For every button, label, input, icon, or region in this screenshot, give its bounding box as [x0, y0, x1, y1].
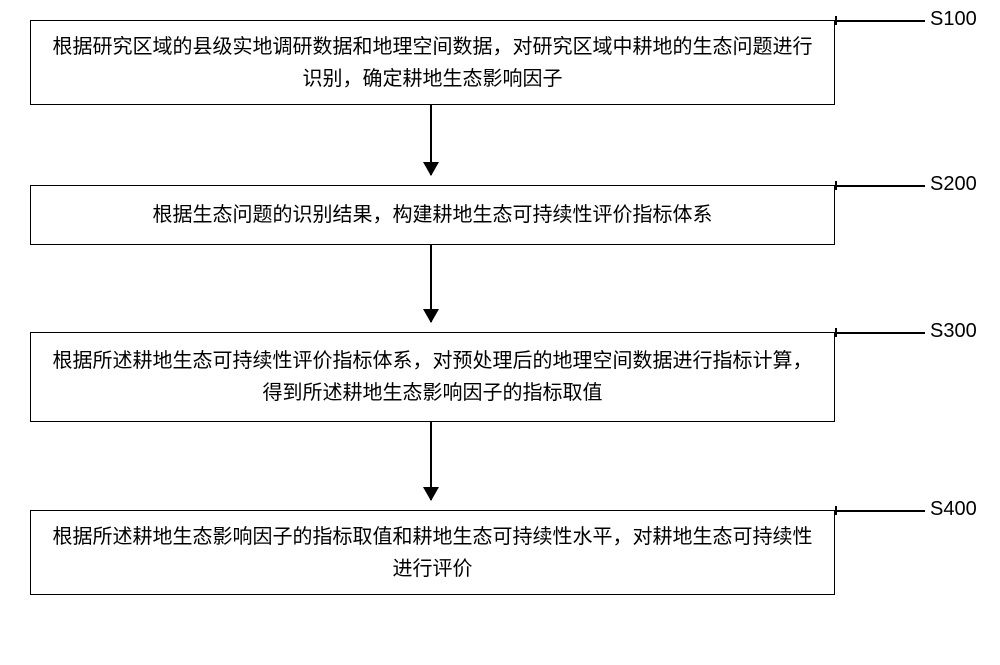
step-box-2: 根据生态问题的识别结果，构建耕地生态可持续性评价指标体系	[30, 185, 835, 245]
step-label-2: S200	[930, 173, 977, 196]
label-line-3	[835, 332, 925, 334]
step-label-1: S100	[930, 8, 977, 31]
arrow-3	[430, 422, 432, 500]
label-line-1	[835, 20, 925, 22]
arrow-1	[430, 105, 432, 175]
label-line-4	[835, 510, 925, 512]
step-text-1: 根据研究区域的县级实地调研数据和地理空间数据，对研究区域中耕地的生态问题进行识别…	[51, 31, 814, 95]
step-text-2: 根据生态问题的识别结果，构建耕地生态可持续性评价指标体系	[153, 199, 713, 231]
step-text-3: 根据所述耕地生态可持续性评价指标体系，对预处理后的地理空间数据进行指标计算，得到…	[51, 345, 814, 409]
arrow-2	[430, 245, 432, 322]
flowchart-container: 根据研究区域的县级实地调研数据和地理空间数据，对研究区域中耕地的生态问题进行识别…	[0, 0, 1000, 665]
step-box-1: 根据研究区域的县级实地调研数据和地理空间数据，对研究区域中耕地的生态问题进行识别…	[30, 20, 835, 105]
label-line-2	[835, 185, 925, 187]
step-box-3: 根据所述耕地生态可持续性评价指标体系，对预处理后的地理空间数据进行指标计算，得到…	[30, 332, 835, 422]
step-text-4: 根据所述耕地生态影响因子的指标取值和耕地生态可持续性水平，对耕地生态可持续性进行…	[51, 521, 814, 585]
step-label-3: S300	[930, 320, 977, 343]
step-label-4: S400	[930, 498, 977, 521]
step-box-4: 根据所述耕地生态影响因子的指标取值和耕地生态可持续性水平，对耕地生态可持续性进行…	[30, 510, 835, 595]
